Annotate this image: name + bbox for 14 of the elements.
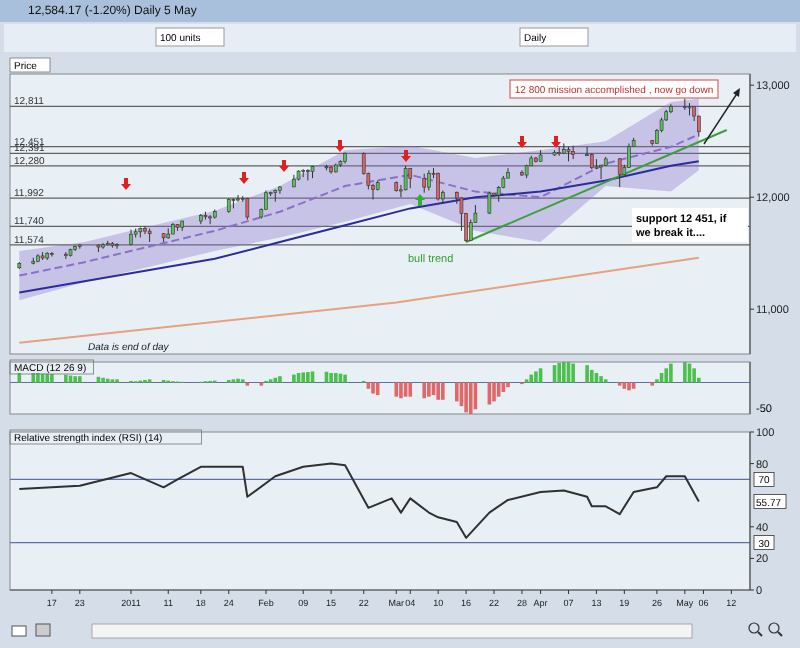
- candlestick: [408, 167, 413, 189]
- candlestick: [617, 157, 622, 188]
- candlestick: [264, 189, 268, 211]
- candlestick: [627, 142, 631, 169]
- candlestick: [403, 165, 408, 191]
- candlestick: [697, 114, 701, 138]
- candlestick: [422, 173, 427, 194]
- line-series: [18, 462, 700, 539]
- candlestick: [599, 164, 603, 180]
- candlestick: [571, 145, 575, 160]
- candlestick: [306, 168, 310, 181]
- candlestick: [427, 169, 431, 191]
- candlestick: [468, 219, 473, 242]
- candlestick: [436, 172, 440, 202]
